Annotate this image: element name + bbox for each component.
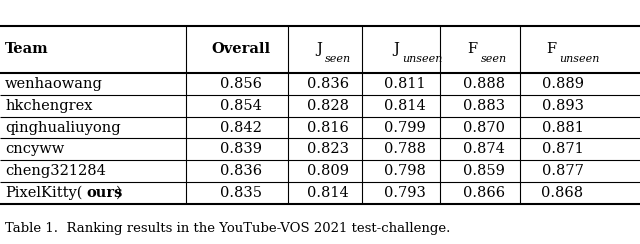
Text: 0.823: 0.823 xyxy=(307,142,349,156)
Text: 0.816: 0.816 xyxy=(307,121,349,135)
Text: 0.874: 0.874 xyxy=(463,142,505,156)
Text: 0.839: 0.839 xyxy=(220,142,262,156)
Text: 0.836: 0.836 xyxy=(307,77,349,91)
Text: 0.835: 0.835 xyxy=(220,186,262,200)
Text: ours: ours xyxy=(86,186,122,200)
Text: 0.856: 0.856 xyxy=(220,77,262,91)
Text: 0.828: 0.828 xyxy=(307,99,349,113)
Text: J: J xyxy=(316,42,322,56)
Text: 0.811: 0.811 xyxy=(384,77,426,91)
Text: unseen: unseen xyxy=(559,54,600,64)
Text: 0.870: 0.870 xyxy=(463,121,505,135)
Text: 0.798: 0.798 xyxy=(384,164,426,178)
Text: hkchengrex: hkchengrex xyxy=(5,99,93,113)
Text: F: F xyxy=(546,42,556,56)
Text: 0.866: 0.866 xyxy=(463,186,505,200)
Text: 0.799: 0.799 xyxy=(384,121,426,135)
Text: ): ) xyxy=(115,186,121,200)
Text: 0.842: 0.842 xyxy=(220,121,262,135)
Text: 0.883: 0.883 xyxy=(463,99,505,113)
Text: 0.814: 0.814 xyxy=(384,99,426,113)
Text: unseen: unseen xyxy=(402,54,442,64)
Text: 0.889: 0.889 xyxy=(541,77,584,91)
Text: 0.809: 0.809 xyxy=(307,164,349,178)
Text: 0.888: 0.888 xyxy=(463,77,505,91)
Text: qinghualiuyong: qinghualiuyong xyxy=(5,121,121,135)
Text: 0.877: 0.877 xyxy=(541,164,584,178)
Text: 0.836: 0.836 xyxy=(220,164,262,178)
Text: 0.793: 0.793 xyxy=(384,186,426,200)
Text: wenhaowang: wenhaowang xyxy=(5,77,103,91)
Text: 0.788: 0.788 xyxy=(384,142,426,156)
Text: 0.893: 0.893 xyxy=(541,99,584,113)
Text: cheng321284: cheng321284 xyxy=(5,164,106,178)
Text: J: J xyxy=(393,42,399,56)
Text: Table 1.  Ranking results in the YouTube-VOS 2021 test-challenge.: Table 1. Ranking results in the YouTube-… xyxy=(5,222,451,235)
Text: F: F xyxy=(467,42,477,56)
Text: seen: seen xyxy=(325,54,351,64)
Text: 0.854: 0.854 xyxy=(220,99,262,113)
Text: cncyww: cncyww xyxy=(5,142,65,156)
Text: seen: seen xyxy=(481,54,507,64)
Text: PixelKitty(: PixelKitty( xyxy=(5,186,83,200)
Text: 0.871: 0.871 xyxy=(541,142,584,156)
Text: 0.881: 0.881 xyxy=(541,121,584,135)
Text: Overall: Overall xyxy=(211,42,270,56)
Text: 0.859: 0.859 xyxy=(463,164,505,178)
Text: 0.868: 0.868 xyxy=(541,186,584,200)
Text: Team: Team xyxy=(5,42,49,56)
Text: 0.814: 0.814 xyxy=(307,186,349,200)
